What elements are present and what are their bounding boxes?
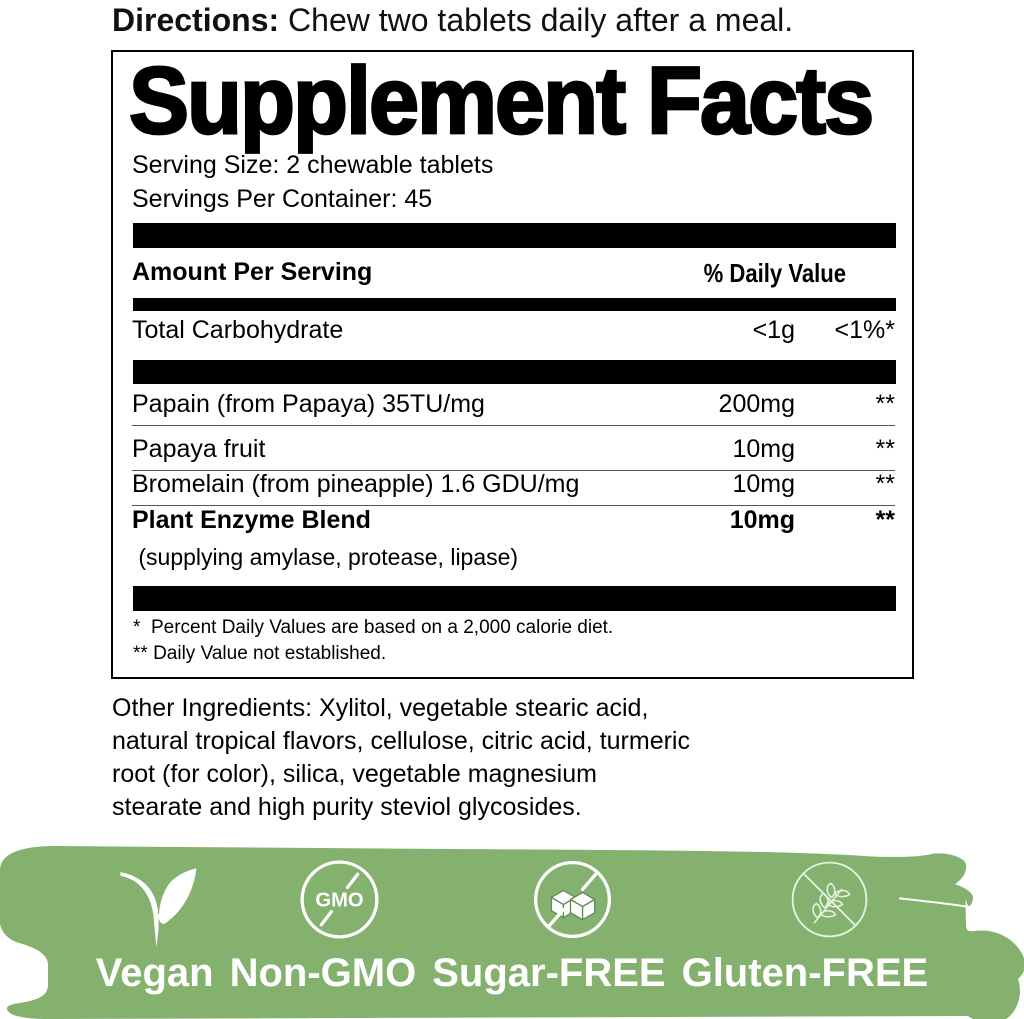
svg-text:GMO: GMO [315, 890, 363, 912]
